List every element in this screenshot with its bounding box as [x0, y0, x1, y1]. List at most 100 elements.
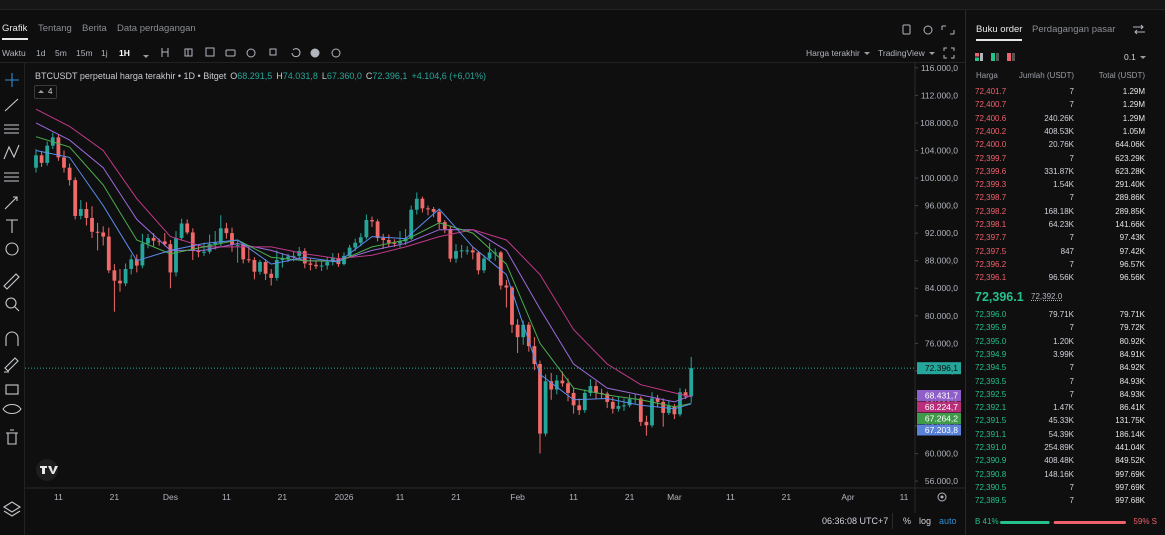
icon[interactable] — [902, 24, 911, 35]
x-tick-label: 21 — [782, 492, 792, 502]
interval-button[interactable]: 1d — [36, 48, 46, 58]
settings-icon[interactable] — [937, 492, 947, 502]
interval-button[interactable]: 1j — [101, 48, 108, 58]
fullscreen-icon[interactable] — [942, 46, 956, 60]
ob-row: 72,399.3 1.54K 291.40K — [966, 178, 1165, 191]
scale-option[interactable]: log — [919, 516, 932, 526]
tool-icon[interactable] — [5, 331, 19, 346]
candle-body — [129, 259, 134, 269]
tool-icon[interactable] — [4, 98, 19, 112]
ob-row: 72,392.1 1.47K 86.41K — [966, 401, 1165, 414]
ob-tab[interactable]: Buku order — [976, 24, 1023, 35]
candle-body — [146, 237, 150, 244]
x-tick-label: 11 — [54, 492, 63, 502]
candle-body — [235, 244, 240, 246]
ob-total: 84.93K — [1119, 389, 1145, 399]
scale-option[interactable]: % — [903, 516, 912, 526]
candle-body — [258, 262, 262, 272]
tool-icon[interactable] — [4, 172, 19, 182]
interval-button[interactable]: 1H — [119, 48, 130, 58]
tab[interactable]: Grafik — [2, 23, 28, 34]
candle-body — [84, 209, 89, 218]
ob-mark-price: 72,392.0 — [1031, 292, 1063, 301]
view-icon[interactable] — [1007, 53, 1015, 61]
ob-tab[interactable]: Perdagangan pasar — [1032, 24, 1116, 35]
candle-body — [448, 229, 453, 259]
tool-icon[interactable] — [3, 273, 20, 290]
interval-button[interactable]: 15m — [76, 48, 93, 58]
candle-body — [465, 250, 470, 252]
icon[interactable] — [225, 49, 236, 57]
icon[interactable] — [310, 48, 320, 58]
ob-amount: 7 — [1069, 193, 1074, 203]
icon[interactable] — [941, 25, 955, 35]
chart-style[interactable]: TradingView — [878, 48, 935, 58]
candle-body — [683, 392, 688, 397]
tool-icon[interactable] — [5, 384, 19, 395]
tool-icon[interactable] — [5, 297, 17, 309]
candle-body — [308, 263, 313, 265]
indicator-toggle[interactable]: 4 — [34, 85, 58, 99]
order-book: Buku order Perdagangan pasar 0.1 Harga J… — [966, 10, 1165, 535]
ob-total: 997.69K — [1115, 482, 1145, 492]
scale-option[interactable]: auto — [939, 516, 957, 526]
icon[interactable] — [291, 48, 301, 58]
ob-amount: 408.48K — [1044, 456, 1074, 466]
icon[interactable] — [269, 48, 277, 56]
top-strip — [0, 0, 1165, 10]
ob-row: 72,399.7 7 623.29K — [966, 152, 1165, 165]
ob-price: 72,394.9 — [975, 349, 1007, 359]
drawing-toolbar — [2, 63, 25, 535]
tool-icon[interactable] — [14, 306, 20, 312]
tab[interactable]: Berita — [82, 23, 107, 34]
ob-price: 72,391.1 — [975, 429, 1007, 439]
tool-icon[interactable] — [4, 357, 19, 373]
ob-total: 1.29M — [1122, 100, 1145, 110]
tool-icon[interactable] — [5, 242, 19, 256]
ob-price: 72,393.5 — [975, 376, 1007, 386]
ob-amount: 847 — [1060, 246, 1074, 256]
ob-settings-icon[interactable] — [1132, 24, 1146, 36]
tool-icon[interactable] — [6, 219, 18, 233]
y-tick-label: 92.000,0 — [925, 228, 958, 238]
tool-icon[interactable] — [4, 124, 19, 134]
tool-icon[interactable] — [2, 501, 22, 517]
tool-icon[interactable] — [3, 144, 20, 160]
divider — [0, 62, 965, 63]
icon[interactable] — [205, 47, 215, 57]
ob-price: 72,396.1 — [975, 273, 1007, 283]
interval-caret[interactable] — [139, 51, 149, 61]
icon[interactable] — [331, 48, 341, 58]
tab[interactable]: Tentang — [38, 23, 72, 34]
candle-body — [560, 380, 565, 384]
view-icon[interactable] — [991, 53, 999, 61]
view-icon[interactable] — [975, 53, 983, 61]
candle-body — [263, 262, 268, 274]
icon[interactable] — [161, 48, 169, 57]
ob-row: 72,392.5 7 84.93K — [966, 388, 1165, 401]
ob-precision[interactable]: 0.1 — [1124, 52, 1146, 62]
icon[interactable] — [923, 25, 933, 35]
icon[interactable] — [184, 48, 193, 57]
ob-price: 72,399.3 — [975, 180, 1007, 190]
tool-icon[interactable] — [6, 429, 18, 445]
ma-line — [35, 150, 692, 410]
candle-body — [543, 381, 548, 434]
tool-icon[interactable] — [5, 73, 19, 87]
ob-total: 86.41K — [1119, 403, 1145, 413]
ma-tag-label: 67.203,8 — [925, 425, 958, 435]
candle-body — [689, 368, 694, 397]
header-icons — [902, 24, 955, 35]
candle-body — [437, 211, 442, 223]
ob-row: 72,400.6 240.26K 1.29M — [966, 112, 1165, 125]
ob-amount: 7 — [1069, 233, 1074, 243]
tool-icon[interactable] — [2, 403, 22, 415]
ob-amount: 168.18K — [1044, 206, 1074, 216]
price-source[interactable]: Harga terakhir — [806, 48, 870, 58]
tab[interactable]: Data perdagangan — [117, 23, 196, 34]
tab-underline — [2, 38, 28, 40]
tool-icon[interactable] — [4, 196, 18, 210]
icon[interactable] — [246, 48, 256, 58]
candle-body — [504, 285, 509, 288]
interval-button[interactable]: 5m — [55, 48, 67, 58]
